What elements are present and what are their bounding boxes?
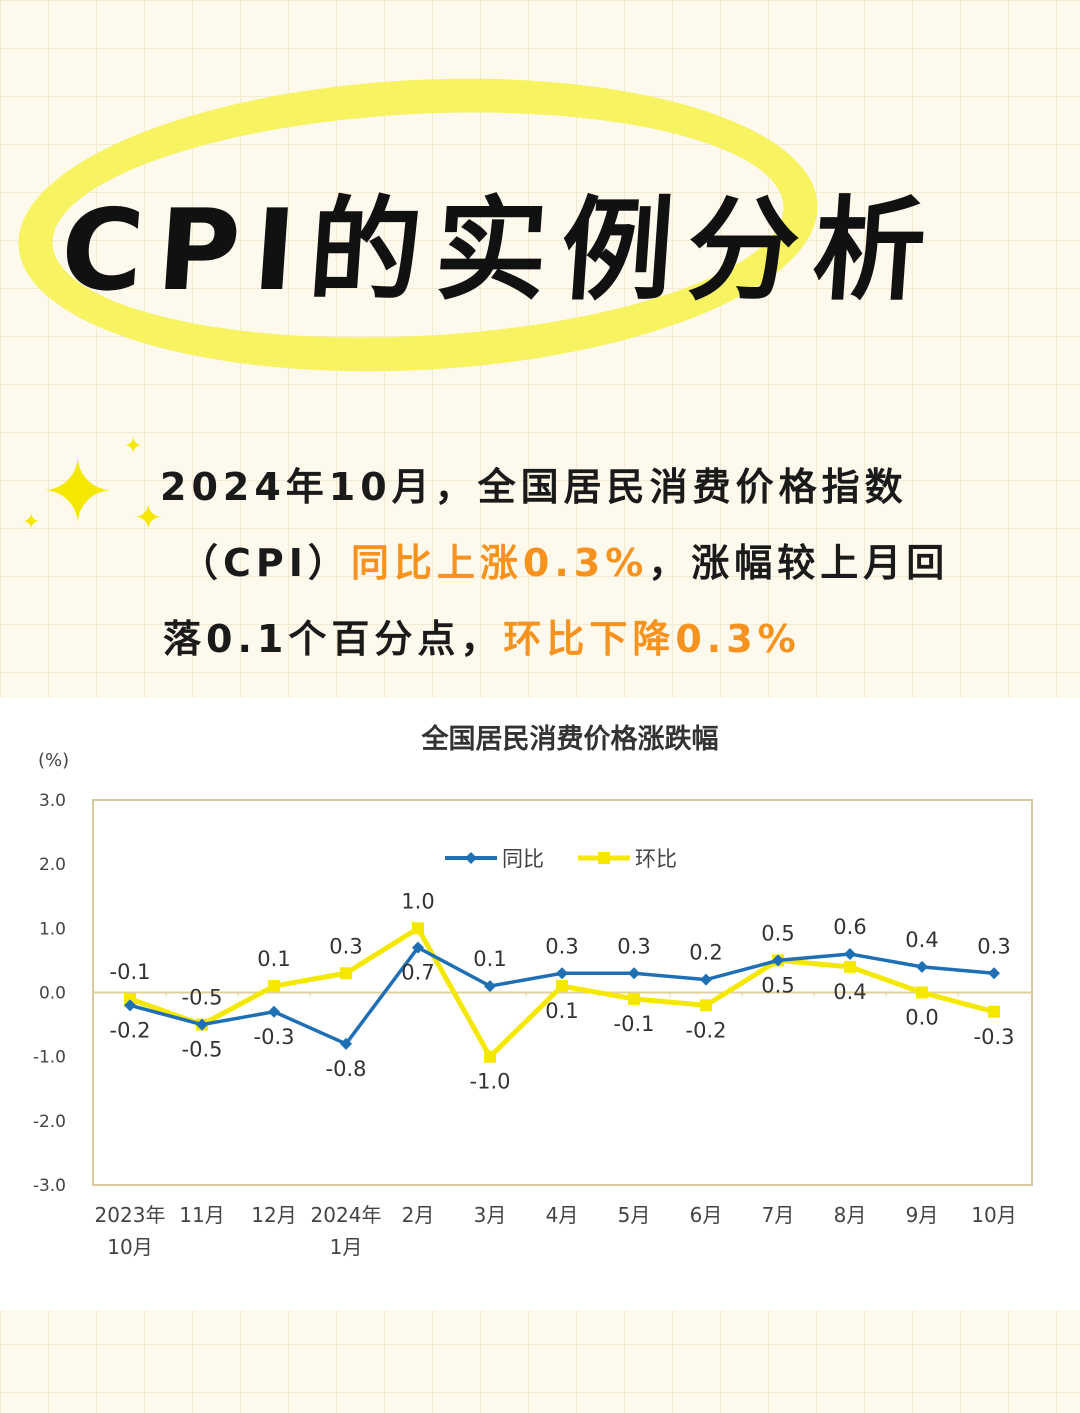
mom-point <box>484 1050 496 1063</box>
mom-data-label: 0.5 <box>761 921 794 945</box>
x-tick-label: 8月 <box>834 1203 867 1227</box>
mom-data-label: -0.1 <box>614 1012 655 1036</box>
mom-data-label: 0.3 <box>329 934 362 958</box>
summary-cpi: （CPI） <box>180 541 351 585</box>
x-tick-label: 6月 <box>690 1203 723 1227</box>
summary-mom-highlight: 环比下降0.3% <box>503 617 801 661</box>
yoy-data-label: 0.1 <box>473 947 506 971</box>
yoy-point <box>988 967 1000 980</box>
yoy-point <box>484 980 496 993</box>
legend-yoy-label: 同比 <box>502 847 544 871</box>
y-tick-label: -1.0 <box>33 1048 66 1068</box>
cpi-line-chart: 全国居民消费价格涨跌幅 (%) 同比 环比 3.0 2.0 1.0 0.0 -1.0 -2… <box>33 723 1033 1259</box>
x-tick-label: 2024年 <box>311 1203 382 1227</box>
x-tick-label: 11月 <box>179 1203 224 1227</box>
yoy-data-label: -0.5 <box>182 1038 223 1062</box>
yoy-data-label: -0.3 <box>254 1025 295 1049</box>
y-axis-label: (%) <box>38 750 69 771</box>
x-tick-label: 2023年 <box>95 1203 166 1227</box>
yoy-point <box>916 960 928 973</box>
yoy-data-label: 0.3 <box>545 934 578 958</box>
yoy-data-label: -0.8 <box>326 1057 367 1081</box>
x-tick-label: 7月 <box>762 1203 795 1227</box>
y-tick-label: 2.0 <box>39 855 66 875</box>
yoy-data-label: 0.5 <box>761 973 794 997</box>
mom-data-label: -0.2 <box>686 1018 727 1042</box>
mom-point <box>700 999 712 1012</box>
mom-point <box>412 922 424 935</box>
yoy-point <box>628 967 640 980</box>
yoy-data-label: 0.4 <box>905 928 938 952</box>
sparkle-icon: ✦ <box>22 510 41 535</box>
x-tick-label: 12月 <box>251 1203 296 1227</box>
yoy-data-label: 0.7 <box>401 961 434 985</box>
yoy-data-label: 0.2 <box>689 941 722 965</box>
chart-panel: 全国居民消费价格涨跌幅 (%) 同比 环比 3.0 2.0 1.0 0.0 -1.0 -2… <box>0 698 1080 1310</box>
legend-mom-label: 环比 <box>635 847 677 871</box>
yoy-data-label: 0.3 <box>977 934 1010 958</box>
yoy-point <box>340 1037 352 1050</box>
page-title: CPI的实例分析 <box>56 186 944 316</box>
legend-yoy-marker <box>465 852 477 864</box>
mom-data-label: -0.3 <box>974 1025 1015 1049</box>
yoy-data-label: 0.3 <box>617 934 650 958</box>
yoy-point <box>556 967 568 980</box>
summary-text: 落0.1个百分点， <box>163 617 504 661</box>
mom-data-label: 0.4 <box>833 980 866 1004</box>
sparkle-icon: ✦ <box>40 440 116 545</box>
mom-point <box>988 1005 1000 1018</box>
mom-point <box>628 992 640 1005</box>
yoy-point <box>772 954 784 967</box>
y-tick-label: -2.0 <box>33 1112 66 1132</box>
yoy-point <box>124 999 136 1012</box>
summary-line-2: （CPI）同比上涨0.3%，涨幅较上月回 <box>180 532 949 587</box>
chart-title: 全国居民消费价格涨跌幅 <box>421 723 719 755</box>
x-tick-label: 10月 <box>971 1203 1016 1227</box>
y-tick-label: 0.0 <box>39 984 66 1004</box>
mom-data-label: -0.1 <box>110 960 151 984</box>
x-tick-label: 9月 <box>906 1203 939 1227</box>
sparkle-icon: ✦ <box>134 498 163 538</box>
x-tick-label: 5月 <box>618 1203 651 1227</box>
legend-mom-marker <box>598 852 610 864</box>
mom-data-label: 0.1 <box>545 999 578 1023</box>
summary-line-1: 2024年10月，全国居民消费价格指数 <box>160 465 908 509</box>
x-tick-label: 4月 <box>546 1203 579 1227</box>
mom-data-label: 0.0 <box>905 1006 938 1030</box>
x-tick-label: 3月 <box>474 1203 507 1227</box>
y-tick-label: 1.0 <box>39 919 66 939</box>
yoy-data-label: -0.2 <box>110 1018 151 1042</box>
mom-point <box>916 986 928 999</box>
summary-line-3: 落0.1个百分点，环比下降0.3% <box>163 608 801 663</box>
mom-data-label: -1.0 <box>470 1070 511 1094</box>
summary-yoy-highlight: 同比上涨0.3% <box>350 541 649 585</box>
yoy-point <box>196 1018 208 1031</box>
mom-data-label: -0.5 <box>182 986 223 1010</box>
mom-point <box>124 992 136 1005</box>
x-tick-label: 1月 <box>330 1235 363 1259</box>
mom-point <box>340 967 352 980</box>
yoy-point <box>268 1005 280 1018</box>
mom-point <box>556 980 568 993</box>
mom-point <box>268 980 280 993</box>
x-tick-label: 10月 <box>107 1235 152 1259</box>
yoy-point <box>844 948 856 960</box>
yoy-point <box>700 973 712 986</box>
y-tick-label: 3.0 <box>39 791 66 811</box>
mom-point <box>844 960 856 973</box>
yoy-data-label: 0.6 <box>833 915 866 939</box>
x-tick-label: 2月 <box>402 1203 435 1227</box>
legend: 同比 环比 <box>445 847 677 871</box>
summary-text: ，涨幅较上月回 <box>648 541 950 585</box>
mom-data-label: 1.0 <box>401 889 434 913</box>
mom-data-label: 0.1 <box>257 947 290 971</box>
sparkle-icon: ✦ <box>124 434 143 459</box>
yoy-point <box>412 941 424 954</box>
y-tick-label: -3.0 <box>33 1176 66 1196</box>
